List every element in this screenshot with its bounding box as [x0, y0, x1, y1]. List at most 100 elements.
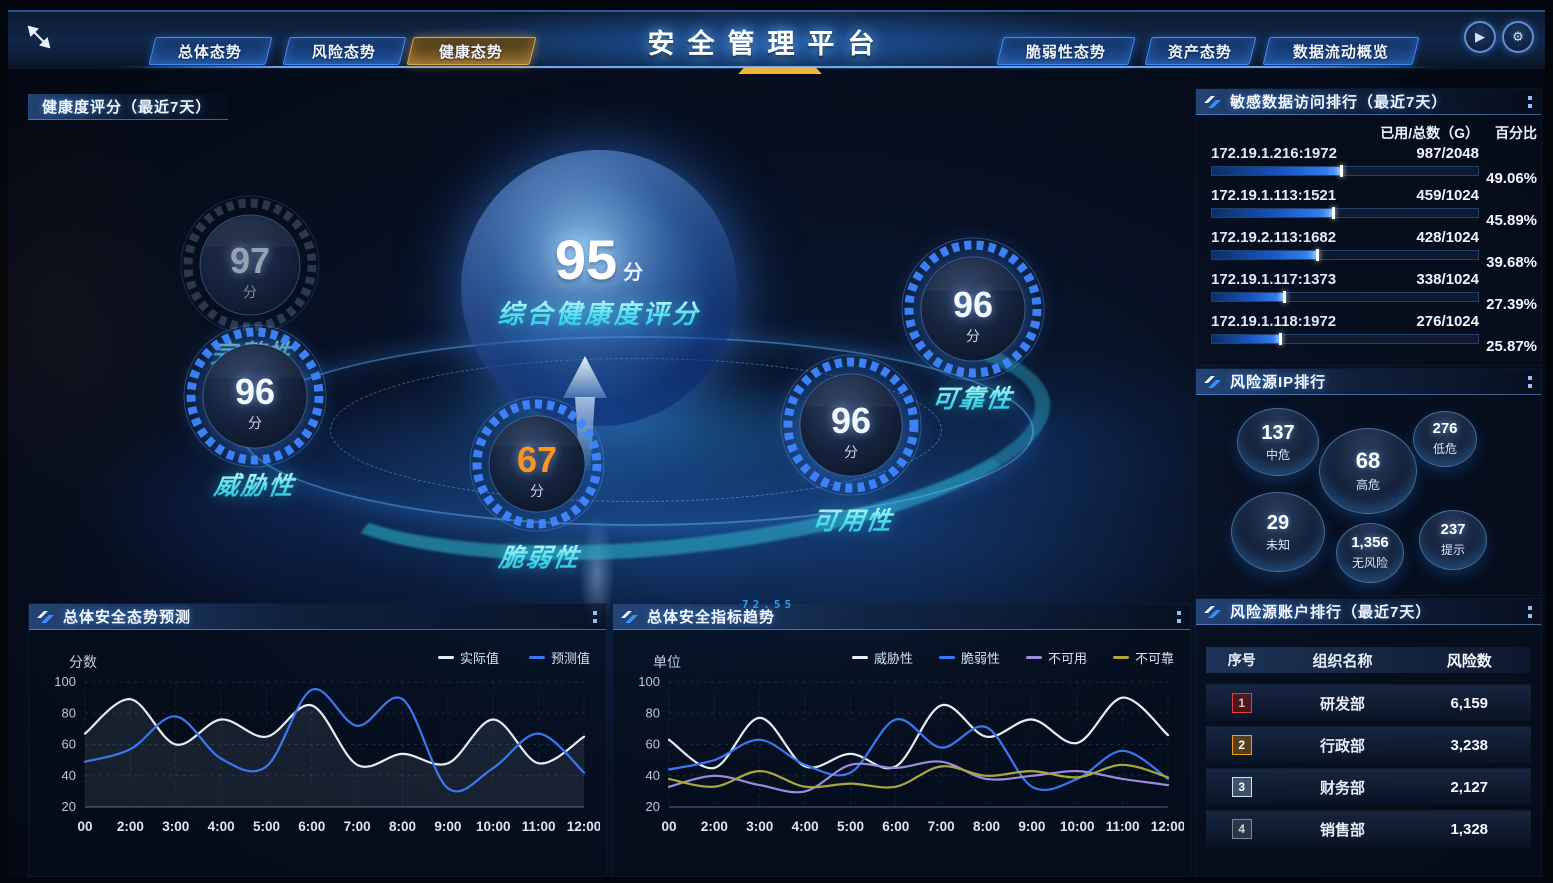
score-unit: 分: [623, 262, 644, 284]
org-name: 财务部: [1319, 779, 1365, 797]
gear-icon: ⚙: [1512, 29, 1524, 44]
nav-tab-label: 健康态势: [439, 43, 504, 61]
panel-dots: [1528, 375, 1532, 380]
legend-label: 不可靠: [1134, 651, 1174, 666]
svg-text:60: 60: [646, 737, 660, 752]
legend-marker: [1025, 656, 1042, 659]
legend-item[interactable]: 不可用: [1025, 648, 1087, 667]
legend-label: 脆弱性: [960, 651, 1000, 666]
nav-tab-label: 资产态势: [1168, 43, 1233, 61]
legend-marker: [528, 656, 545, 659]
sensitive-row-line: 172.19.1.117:1373 338/1024: [1211, 271, 1479, 288]
panel-security-forecast: 总体安全态势预测 分数 实际值 预测值 20 40 60 80 100 00 2:00 3:00…: [28, 603, 607, 877]
bubble-value: 29: [1266, 511, 1290, 534]
legend-marker: [938, 656, 955, 659]
ip-address: 172.19.1.118:1972: [1211, 313, 1337, 330]
risk-ip-panel-header: 风险源IP排行: [1196, 369, 1541, 395]
col-rank: 序号: [1227, 652, 1256, 668]
sensitive-row: 172.19.1.118:1972 276/1024 25.87%: [1211, 313, 1537, 355]
nav-tab[interactable]: 健康态势: [406, 37, 537, 65]
sensitive-row-line: 172.19.1.216:1972 987/2048: [1211, 145, 1479, 162]
panel-title: 总体安全态势预测: [63, 609, 192, 626]
risk-bubble: 276 低危: [1413, 411, 1477, 467]
usage-bar-row: 39.68%: [1211, 249, 1537, 271]
usage-value: 987/2048: [1416, 145, 1479, 162]
settings-button[interactable]: ⚙: [1502, 21, 1534, 53]
svg-text:分: 分: [530, 483, 544, 499]
usage-bar-fill: [1212, 249, 1319, 261]
svg-text:6:00: 6:00: [882, 819, 909, 834]
legend-item[interactable]: 不可靠: [1112, 648, 1174, 667]
risk-count: 3,238: [1450, 736, 1489, 754]
svg-text:7:00: 7:00: [928, 819, 955, 834]
sensitive-row-line: 172.19.1.118:1972 276/1024: [1211, 313, 1479, 330]
legend-item[interactable]: 预测值: [528, 648, 590, 667]
health-gauge: 96 分: [177, 318, 333, 479]
legend-label: 威胁性: [873, 651, 913, 666]
nav-tab-label: 风险态势: [312, 43, 377, 61]
gauge-ring: 96 分: [183, 324, 327, 468]
legend-marker: [851, 656, 868, 659]
usage-bar: [1211, 333, 1479, 345]
play-button[interactable]: ▶: [1464, 21, 1496, 53]
rank-badge: 2: [1231, 735, 1252, 755]
legend-item[interactable]: 实际值: [437, 648, 499, 667]
panel-risk-ip: 风险源IP排行 137 中危 276 低危 68 高危 29 未知 1,356 无风险 237 提示: [1195, 368, 1542, 596]
sensitive-row-line: 172.19.2.113:1682 428/1024: [1211, 229, 1479, 246]
panel-dots: [1528, 605, 1532, 610]
line-chart: 20 40 60 80 100 00 2:00 3:00 4:00 5:00 6:00 7:00 8:0…: [54, 674, 601, 834]
usage-bar-row: 49.06%: [1211, 165, 1537, 187]
svg-text:00: 00: [661, 819, 676, 834]
health-gauge: 96 分: [774, 348, 928, 507]
metric-label: 威胁性: [212, 466, 298, 502]
ip-address: 172.19.1.216:1972: [1211, 145, 1337, 162]
nav-tab[interactable]: 总体态势: [148, 37, 273, 65]
expand-arrows-icon[interactable]: [26, 24, 52, 50]
rank-badge: 4: [1231, 819, 1252, 839]
panel-title: 风险源IP排行: [1230, 374, 1327, 391]
panel-flash-icon: [621, 610, 638, 623]
panel-dots: [1177, 610, 1181, 615]
usage-bar: [1211, 291, 1479, 303]
sensitive-row: 172.19.1.216:1972 987/2048 49.06%: [1211, 145, 1537, 187]
background-number: 72.55: [742, 598, 796, 611]
metric-label: 脆弱性: [497, 538, 583, 574]
svg-text:11:00: 11:00: [1106, 819, 1140, 834]
risk-bubble: 29 未知: [1231, 492, 1325, 572]
svg-text:9:00: 9:00: [1018, 819, 1045, 834]
legend-marker: [437, 656, 454, 659]
svg-text:2:00: 2:00: [701, 819, 728, 834]
panel-title: 风险源账户排行（最近7天）: [1230, 604, 1432, 621]
legend-item[interactable]: 威胁性: [851, 648, 913, 667]
svg-text:100: 100: [638, 676, 660, 689]
svg-text:100: 100: [54, 676, 76, 689]
svg-text:9:00: 9:00: [434, 819, 461, 834]
svg-text:3:00: 3:00: [746, 819, 773, 834]
bubble-value: 1,356: [1351, 534, 1389, 552]
nav-tab[interactable]: 资产态势: [1144, 37, 1257, 65]
panel-dots: [593, 610, 597, 615]
sphere-text: 95 分 综合健康度评分: [461, 232, 737, 331]
health-gauge: 96 分: [895, 231, 1051, 392]
nav-tab[interactable]: 脆弱性态势: [996, 37, 1136, 65]
forecast-chart: 20 40 60 80 100 00 2:00 3:00 4:00 5:00 6:00 7:00 8:0…: [35, 674, 601, 846]
nav-tab[interactable]: 风险态势: [282, 37, 407, 65]
svg-text:3:00: 3:00: [162, 819, 189, 834]
panel-title: 总体安全指标趋势: [647, 609, 776, 626]
svg-text:12:00: 12:00: [1151, 819, 1184, 834]
svg-text:20: 20: [62, 799, 76, 814]
bubble-label: 提示: [1440, 542, 1465, 557]
usage-value: 276/1024: [1416, 313, 1479, 330]
nav-tab[interactable]: 数据流动概览: [1262, 37, 1420, 65]
bubble-label: 高危: [1355, 477, 1380, 492]
overall-score: 95: [554, 228, 618, 291]
usage-value: 338/1024: [1416, 271, 1479, 288]
svg-text:5:00: 5:00: [253, 819, 280, 834]
y-axis-label: 单位: [653, 654, 681, 670]
health-score-sphere: 95 分 综合健康度评分: [461, 150, 737, 426]
usage-bar-fill: [1212, 333, 1282, 345]
legend-item[interactable]: 脆弱性: [938, 648, 1000, 667]
svg-text:96: 96: [831, 400, 871, 441]
usage-bar-fill: [1212, 207, 1336, 219]
svg-text:10:00: 10:00: [1060, 819, 1095, 834]
